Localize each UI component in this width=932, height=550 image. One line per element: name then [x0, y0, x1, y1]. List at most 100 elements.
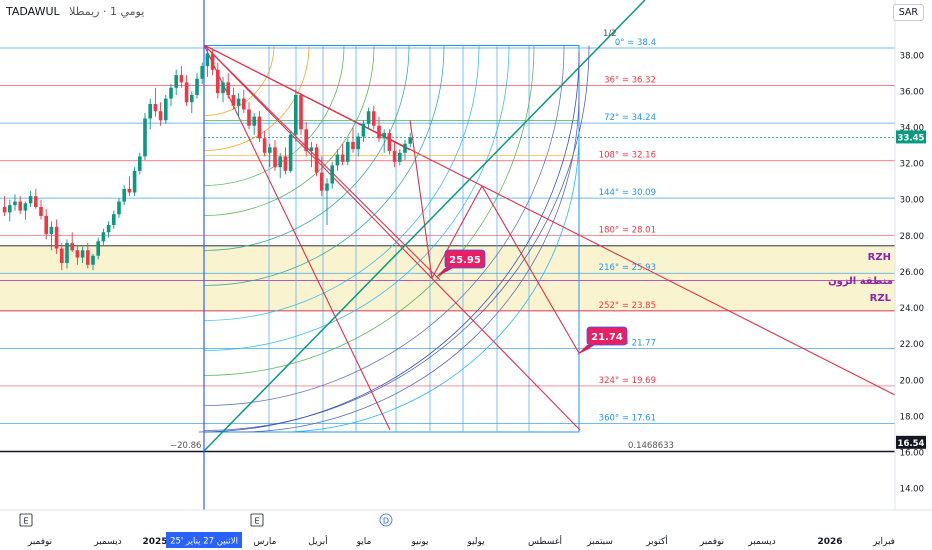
y-tick-label: 34.00	[900, 123, 924, 133]
candle-body	[148, 104, 152, 119]
annotation-factor: 0.1468633	[628, 441, 674, 451]
price-badge-value: 33.45	[898, 133, 925, 143]
candle-body	[8, 205, 12, 213]
annotation-ratio: 1/2	[603, 29, 617, 39]
gann-arc	[203, 45, 310, 151]
candle-body	[60, 248, 64, 263]
zone-middle-label: منطقة الزون	[828, 276, 893, 287]
price-badge-value: 16.54	[898, 439, 925, 449]
y-tick-label: 16.00	[900, 449, 924, 459]
candle-body	[257, 116, 262, 139]
candle-body	[44, 215, 48, 235]
candle-body	[242, 98, 246, 110]
candle-body	[236, 98, 241, 106]
y-tick-label: 30.00	[900, 196, 924, 206]
candle-body	[23, 203, 28, 211]
price-badge-box	[896, 435, 926, 449]
y-tick-label: 38.00	[900, 51, 924, 61]
candle-body	[226, 82, 230, 95]
y-tick-label: 26.00	[900, 268, 924, 278]
event-marker	[250, 513, 264, 527]
candle-body	[18, 201, 22, 211]
candle-body	[309, 147, 314, 151]
y-tick-label: 14.00	[900, 485, 924, 495]
event-marker	[19, 513, 33, 527]
x-tick-label: نوفمبر	[27, 537, 52, 547]
candle-body	[158, 111, 163, 121]
candle-body	[294, 94, 298, 135]
gann-arc	[238, 91, 580, 433]
candle-body	[65, 243, 69, 263]
y-tick-label: 20.00	[900, 376, 924, 386]
chart-header: TADAWUL يومي 1 · ريمطلا	[6, 5, 144, 18]
y-tick-label: 22.00	[900, 340, 924, 350]
gann-arc	[203, 45, 375, 216]
zone-upper-label: RZH	[868, 252, 891, 263]
projection-line	[431, 185, 483, 279]
candle-body	[268, 147, 272, 153]
candle-body	[408, 137, 412, 144]
candle-body	[335, 154, 340, 166]
gann-arc	[198, 51, 580, 433]
candle-body	[283, 156, 288, 171]
x-tick-label: أبريل	[308, 535, 327, 547]
gann-arc	[203, 45, 410, 251]
candle-body	[288, 134, 293, 171]
callout-value: 25.95	[449, 255, 481, 266]
projection-line	[409, 119, 433, 279]
gann-level-label: 288° = 21.77	[599, 338, 656, 348]
candle-body	[127, 188, 132, 193]
event-marker-label: E	[23, 517, 28, 526]
candle-body	[320, 172, 324, 191]
candle-body	[112, 214, 116, 226]
y-tick-label: 36.00	[900, 87, 924, 97]
crosshair-date-label: الاثنين 27 يناير '25	[170, 537, 238, 547]
event-marker	[379, 513, 393, 527]
gann-level-label: 252° = 23.85	[599, 301, 656, 311]
gann-arc	[203, 45, 565, 406]
candle-body	[304, 129, 308, 151]
candle-body	[106, 225, 111, 233]
callout-box	[444, 249, 486, 269]
candle-body	[39, 206, 43, 216]
currency-button[interactable]: SAR	[892, 4, 924, 21]
projection-line	[203, 44, 581, 431]
gann-arc	[203, 45, 445, 286]
candle-body	[195, 78, 199, 95]
price-callout: 21.74	[577, 326, 628, 355]
candle-body	[387, 132, 392, 151]
candle-body	[174, 75, 178, 88]
callout-box	[586, 326, 628, 346]
candle-body	[330, 165, 334, 184]
y-tick-label: 32.00	[900, 160, 924, 170]
projection-line	[203, 44, 391, 431]
candle-body	[75, 250, 80, 258]
candle-body	[80, 250, 85, 258]
y-tick-label: 28.00	[900, 232, 924, 242]
candle-body	[351, 141, 355, 150]
candle-body	[325, 183, 329, 191]
candle-body	[28, 196, 33, 204]
candle-body	[164, 98, 168, 121]
candle-body	[184, 82, 189, 103]
gann-arc	[278, 131, 580, 433]
callout-value: 21.74	[591, 332, 623, 343]
candle-body	[200, 66, 204, 79]
symbol-subtitle: يومي 1 · ريمطلا	[69, 5, 145, 18]
candle-body	[299, 94, 303, 130]
x-tick-label: أغسطس	[528, 535, 562, 547]
gann-level-label: 72° = 34.24	[604, 113, 656, 123]
x-tick-label: ديسمبر	[93, 537, 121, 547]
x-tick-label: 2025	[142, 537, 167, 547]
candle-body	[86, 250, 90, 265]
projection-line	[203, 44, 411, 151]
candle-body	[382, 132, 386, 139]
candle-body	[398, 152, 402, 162]
candle-body	[403, 143, 407, 153]
gann-level-label: 36° = 36.32	[604, 76, 656, 86]
candle-body	[132, 170, 137, 193]
candle-body	[210, 53, 215, 70]
x-tick-label: يونيو	[410, 537, 429, 547]
gann-level-label: 360° = 17.61	[599, 414, 656, 424]
